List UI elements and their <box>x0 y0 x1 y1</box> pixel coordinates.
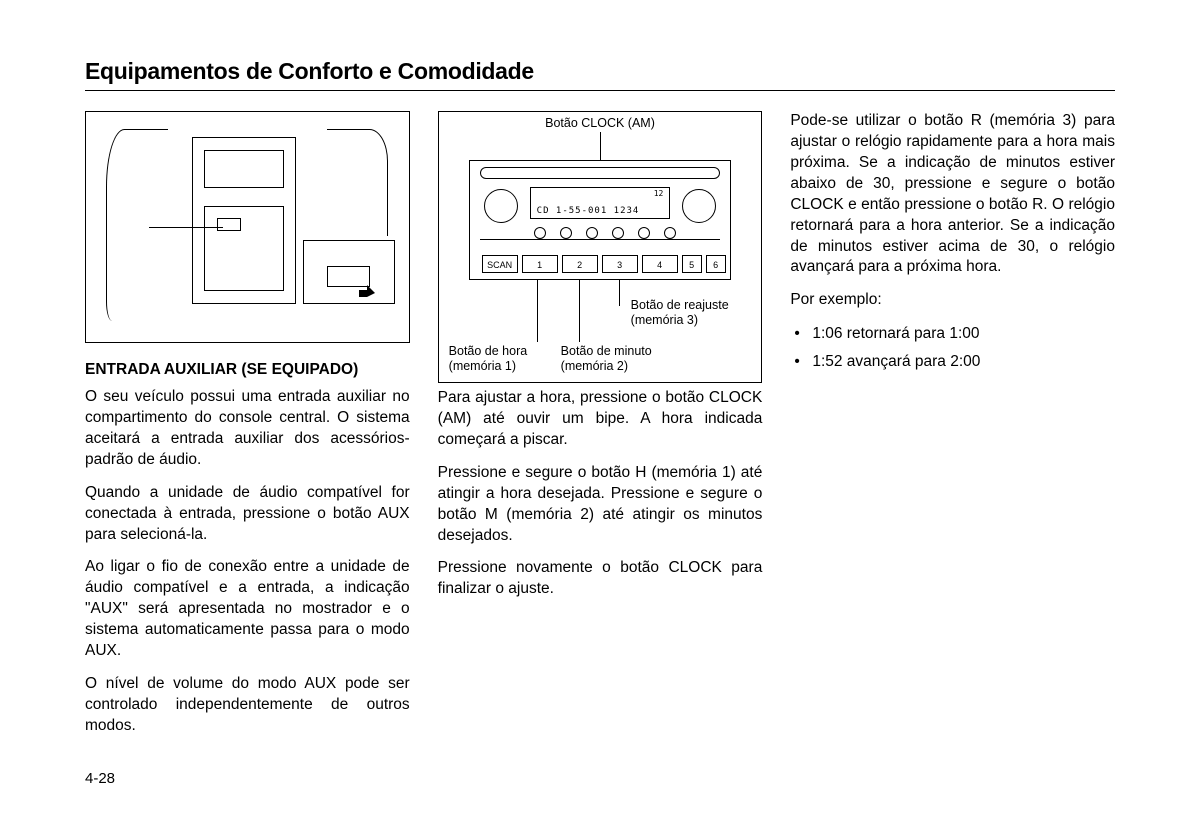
clock-label: Botão CLOCK (AM) <box>439 116 762 131</box>
example-2: 1:52 avançará para 2:00 <box>794 351 1115 373</box>
aux-heading: ENTRADA AUXILIAR (SE EQUIPADO) <box>85 361 410 379</box>
radio-body: 12 CD 1-55-001 1234 SCAN 1 2 3 4 5 6 <box>469 160 732 280</box>
content-columns: ENTRADA AUXILIAR (SE EQUIPADO) O seu veí… <box>85 111 1115 749</box>
aux-p4: O nível de volume do modo AUX pode ser c… <box>85 674 410 737</box>
example-list: 1:06 retornará para 1:00 1:52 avançará p… <box>790 323 1115 372</box>
clock-p3: Pressione novamente o botão CLOCK para f… <box>438 558 763 600</box>
page-number: 4-28 <box>85 770 115 787</box>
clock-p2: Pressione e segure o botão H (memória 1)… <box>438 463 763 547</box>
aux-p2: Quando a unidade de áudio compatível for… <box>85 483 410 546</box>
reset-label: Botão de reajuste (memória 3) <box>631 298 762 328</box>
clock-p1: Para ajustar a hora, pressione o botão C… <box>438 388 763 451</box>
aux-p3: Ao ligar o fio de conexão entre a unidad… <box>85 557 410 662</box>
column-3: Pode-se utilizar o botão R (memória 3) p… <box>790 111 1115 749</box>
radio-figure: Botão CLOCK (AM) 12 CD 1-55-001 1234 SCA… <box>438 111 763 383</box>
radio-display: 12 CD 1-55-001 1234 <box>530 187 671 219</box>
col3-p2: Por exemplo: <box>790 290 1115 311</box>
aux-p1: O seu veículo possui uma entrada auxilia… <box>85 387 410 471</box>
column-1: ENTRADA AUXILIAR (SE EQUIPADO) O seu veí… <box>85 111 410 749</box>
col3-p1: Pode-se utilizar o botão R (memória 3) p… <box>790 111 1115 278</box>
minute-label: Botão de minuto(memória 2) <box>561 344 652 374</box>
example-1: 1:06 retornará para 1:00 <box>794 323 1115 345</box>
preset-scan: SCAN <box>482 255 518 273</box>
page-title: Equipamentos de Conforto e Comodidade <box>85 58 1115 91</box>
aux-input-figure <box>85 111 410 343</box>
hour-label: Botão de hora(memória 1) <box>449 344 528 374</box>
column-2: Botão CLOCK (AM) 12 CD 1-55-001 1234 SCA… <box>438 111 763 749</box>
